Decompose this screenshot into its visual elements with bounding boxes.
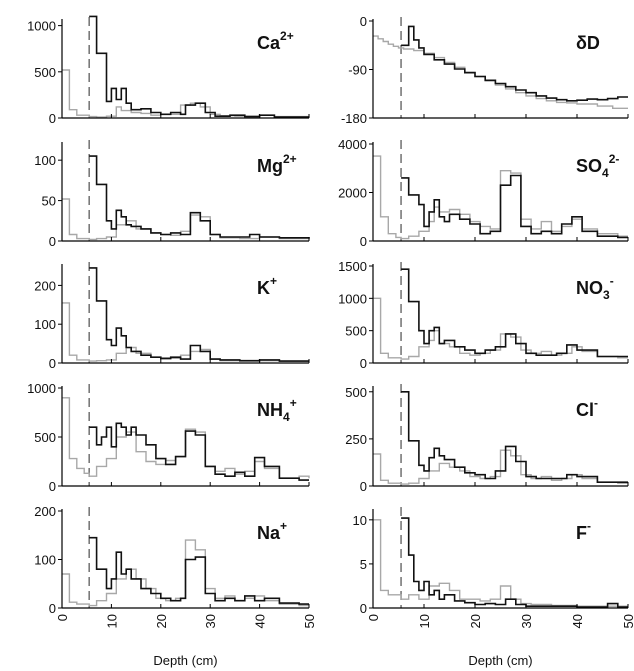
y-tick-label: 500 (34, 65, 56, 80)
x-tick-label: 40 (570, 614, 585, 628)
x-axis-title: Depth (cm) (468, 653, 532, 668)
y-tick-label: 0 (49, 479, 56, 494)
x-tick-label: 50 (302, 614, 317, 628)
x-tick-label: 0 (366, 614, 381, 621)
y-tick-label: 0 (360, 14, 367, 29)
series-line-1 (89, 422, 309, 481)
y-tick-label: 0 (49, 111, 56, 126)
panel-label: Na+ (257, 519, 287, 543)
panel-label: K+ (257, 274, 277, 298)
series-line-1 (89, 267, 309, 362)
x-tick-label: 10 (104, 614, 119, 628)
y-tick-label: 500 (34, 430, 56, 445)
panel-label: Mg2+ (257, 152, 297, 176)
y-tick-label: 250 (345, 432, 367, 447)
x-tick-label: 10 (417, 614, 432, 628)
y-tick-label: 200 (34, 504, 56, 519)
panel-8: 0 100 200 0 10 20 30 40 50 Na+ Depth (cm) (34, 504, 317, 668)
y-tick-label: 0 (360, 234, 367, 249)
series-line-1 (401, 25, 628, 102)
series-line-1 (401, 391, 628, 483)
panel-9: 0 5 10 0 10 20 30 40 50 F- Depth (cm) (353, 507, 634, 668)
y-tick-label: 100 (34, 153, 56, 168)
panel-6: 0 500 1000 NH4+ (27, 381, 310, 494)
panel-0: 0 500 1000 Ca2+ (27, 15, 310, 126)
x-tick-label: 40 (253, 614, 268, 628)
panel-3: 0 2000 4000 SO42- (338, 137, 629, 249)
panel-label: Cl- (576, 396, 598, 420)
panel-label: F- (576, 519, 591, 543)
panel-label: Ca2+ (257, 29, 294, 53)
y-tick-label: 0 (360, 479, 367, 494)
y-tick-label: 100 (34, 317, 56, 332)
panel-2: 0 50 100 Mg2+ (34, 140, 310, 249)
y-tick-label: 0 (49, 356, 56, 371)
series-line-1 (89, 15, 309, 118)
y-tick-label: 0 (49, 601, 56, 616)
x-tick-label: 30 (519, 614, 534, 628)
panel-4: 0 100 200 K+ (34, 262, 310, 371)
series-line-1 (401, 517, 628, 608)
panel-1: 0 -90 -180 δD (341, 14, 629, 126)
x-tick-label: 20 (468, 614, 483, 628)
series-line-0 (62, 302, 310, 362)
y-tick-label: 50 (42, 194, 56, 209)
y-tick-label: 100 (34, 553, 56, 568)
y-tick-label: 1000 (27, 381, 56, 396)
y-tick-label: 1000 (338, 291, 367, 306)
series-line-0 (373, 449, 628, 485)
y-tick-label: 10 (353, 513, 367, 528)
y-tick-label: 4000 (338, 137, 367, 152)
series-line-0 (373, 519, 628, 607)
series-line-1 (89, 536, 309, 605)
y-tick-label: 0 (49, 234, 56, 249)
panel-5: 0 500 1000 1500 NO3- (338, 259, 629, 371)
series-line-0 (62, 198, 310, 241)
y-tick-label: 1000 (27, 19, 56, 34)
y-tick-label: 200 (34, 278, 56, 293)
x-tick-label: 0 (55, 614, 70, 621)
y-tick-label: 500 (345, 385, 367, 400)
x-tick-label: 50 (621, 614, 634, 628)
y-tick-label: 0 (360, 601, 367, 616)
panel-label: δD (576, 33, 600, 53)
x-tick-label: 30 (203, 614, 218, 628)
y-tick-label: 0 (360, 356, 367, 371)
x-tick-label: 20 (154, 614, 169, 628)
x-axis-title: Depth (cm) (153, 653, 217, 668)
y-tick-label: 500 (345, 324, 367, 339)
panel-label: NO3- (576, 274, 614, 302)
series-line-1 (401, 268, 628, 358)
y-tick-label: -90 (348, 63, 367, 78)
series-line-1 (89, 155, 310, 239)
panel-label: SO42- (576, 152, 619, 180)
panel-7: 0 250 500 Cl- (345, 384, 629, 494)
panel-label: NH4+ (257, 396, 297, 424)
y-tick-label: 1500 (338, 259, 367, 274)
series-line-1 (401, 174, 628, 239)
y-tick-label: -180 (341, 111, 367, 126)
y-tick-label: 2000 (338, 186, 367, 201)
y-tick-label: 5 (360, 557, 367, 572)
